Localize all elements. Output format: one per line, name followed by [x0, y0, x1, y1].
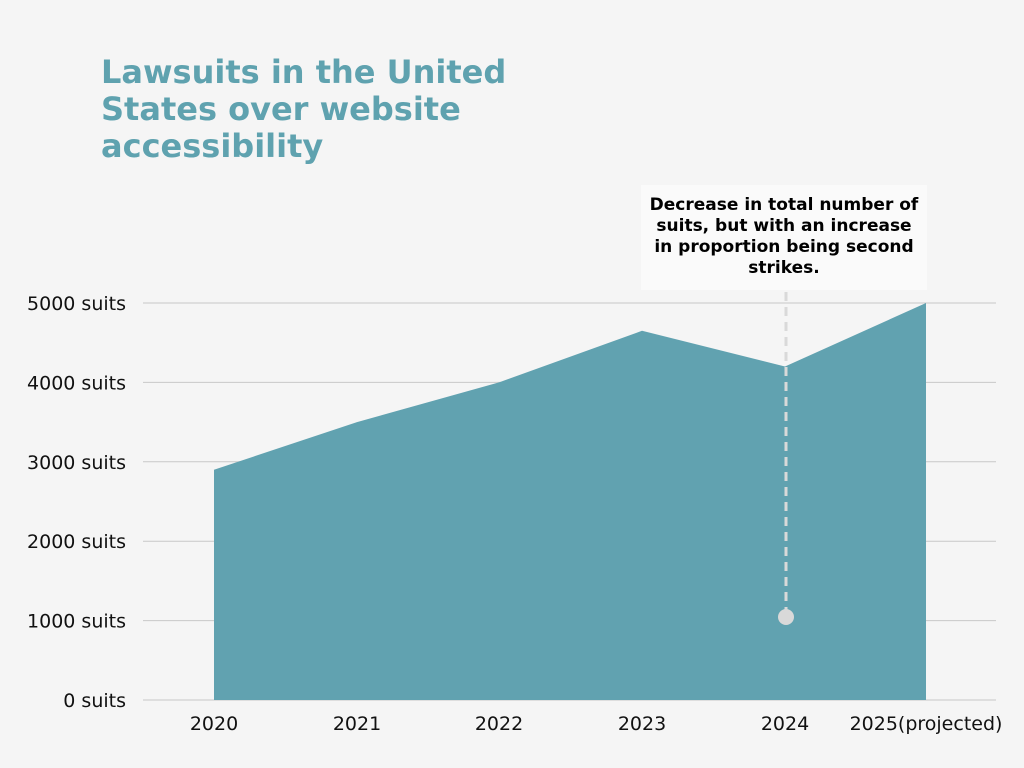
x-tick-label: 2020: [190, 713, 238, 735]
x-tick-label: 2023: [618, 713, 666, 735]
x-tick-label: 2024: [761, 713, 809, 735]
area-series: [214, 303, 926, 700]
y-tick-label: 4000 suits: [27, 372, 126, 394]
x-tick-label: 2025(projected): [850, 713, 1003, 735]
x-tick-label: 2021: [333, 713, 381, 735]
chart-title: Lawsuits in the United States over websi…: [101, 53, 507, 165]
annotation-dot: [778, 609, 794, 625]
annotation-box: Decrease in total number of suits, but w…: [641, 185, 927, 290]
y-tick-label: 5000 suits: [27, 293, 126, 315]
y-tick-label: 2000 suits: [27, 531, 126, 553]
y-tick-label: 1000 suits: [27, 611, 126, 633]
y-tick-label: 3000 suits: [27, 452, 126, 474]
x-tick-label: 2022: [475, 713, 523, 735]
y-tick-label: 0 suits: [63, 690, 126, 712]
